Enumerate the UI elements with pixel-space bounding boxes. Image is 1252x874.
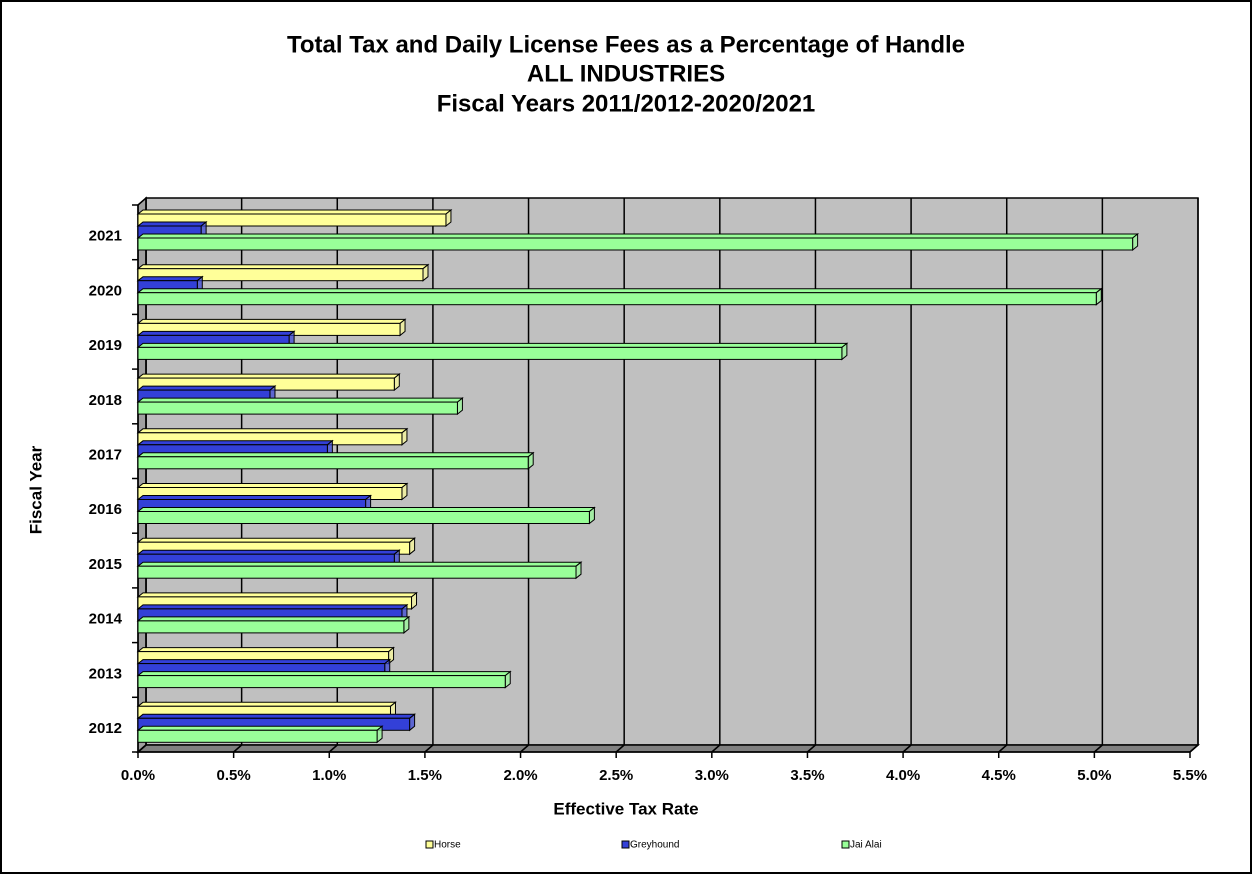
grid-line <box>615 744 625 753</box>
bar-top <box>136 221 208 227</box>
x-tick-label: 0.5% <box>217 767 251 784</box>
bar-top <box>136 288 1103 294</box>
bar-top <box>136 330 296 336</box>
bar-top <box>136 233 1140 239</box>
grid-line <box>1189 744 1199 753</box>
bar-top <box>136 342 849 348</box>
x-tick-label: 4.5% <box>982 767 1016 784</box>
y-tick-label: 2020 <box>89 282 122 299</box>
grid-line <box>424 744 434 753</box>
bar-top <box>136 616 411 622</box>
x-tick-label: 2.0% <box>503 767 537 784</box>
y-tick-label: 2016 <box>89 501 122 518</box>
chart-subtitle: ALL INDUSTRIES <box>527 60 725 87</box>
chart-title: Total Tax and Daily License Fees as a Pe… <box>287 31 965 58</box>
x-tick-label: 5.0% <box>1077 767 1111 784</box>
bar-top <box>136 507 596 512</box>
bar <box>137 565 577 579</box>
bar <box>137 675 506 689</box>
bar <box>137 237 1134 251</box>
bar-top <box>136 385 277 391</box>
bar-top <box>136 397 464 403</box>
x-tick-label: 1.0% <box>312 767 346 784</box>
bar-top <box>136 713 417 719</box>
bar <box>137 213 447 227</box>
bar-top <box>136 659 392 665</box>
bar-top <box>136 701 397 707</box>
legend-swatch <box>841 840 850 849</box>
grid-line <box>137 744 147 753</box>
legend-label: Greyhound <box>630 840 679 851</box>
bar-top <box>136 549 401 555</box>
bar-top <box>136 495 373 500</box>
bar <box>137 268 424 282</box>
grid-line <box>520 744 530 753</box>
grid-line <box>998 744 1008 753</box>
bar-top <box>136 671 512 677</box>
chart-subtitle: Fiscal Years 2011/2012-2020/2021 <box>437 90 816 117</box>
y-tick-label: 2019 <box>89 337 122 354</box>
y-tick-label: 2014 <box>89 611 123 628</box>
bar <box>137 729 378 743</box>
grid-line <box>1093 744 1103 753</box>
x-axis-title: Effective Tax Rate <box>553 799 698 818</box>
bar-top <box>136 561 583 567</box>
grid-line <box>711 744 721 753</box>
y-tick-label: 2013 <box>89 665 122 682</box>
bar-top <box>136 428 409 434</box>
x-tick-label: 4.0% <box>886 767 920 784</box>
bar-top <box>136 647 395 653</box>
bar <box>137 401 458 415</box>
y-tick-label: 2012 <box>89 720 122 737</box>
bar <box>137 346 843 360</box>
bar-top <box>136 537 417 543</box>
bar <box>137 456 529 470</box>
x-tick-label: 1.5% <box>408 767 442 784</box>
y-tick-label: 2015 <box>89 556 122 573</box>
y-tick-label: 2018 <box>89 392 122 409</box>
grid-line <box>902 744 912 753</box>
bar-top <box>136 373 401 379</box>
x-tick-label: 3.0% <box>695 767 729 784</box>
grid-line <box>233 744 243 753</box>
x-tick-label: 0.0% <box>121 767 155 784</box>
legend-swatch <box>621 840 630 849</box>
bar-top <box>136 209 453 215</box>
bar-top <box>136 483 409 488</box>
bar <box>137 292 1097 306</box>
bar <box>137 620 405 634</box>
bar-top <box>136 440 334 446</box>
floor <box>136 744 1200 753</box>
legend-label: Horse <box>434 840 461 851</box>
grid-line <box>328 744 338 753</box>
y-tick-label: 2021 <box>89 228 122 245</box>
x-tick-label: 2.5% <box>599 767 633 784</box>
x-tick-label: 3.5% <box>790 767 824 784</box>
legend-label: Jai Alai <box>850 840 882 851</box>
bar-top <box>136 264 430 270</box>
y-tick-label: 2017 <box>89 446 122 463</box>
grid-line <box>806 744 816 753</box>
bar-top <box>136 276 204 282</box>
legend-swatch <box>425 840 434 849</box>
bar-top <box>136 452 535 458</box>
bar-top <box>136 604 409 610</box>
bar-top <box>136 592 418 598</box>
x-tick-label: 5.5% <box>1173 767 1207 784</box>
bar-top <box>136 725 384 731</box>
bar <box>137 511 590 524</box>
bar-top <box>136 318 407 324</box>
y-axis-title: Fiscal Year <box>26 445 45 534</box>
